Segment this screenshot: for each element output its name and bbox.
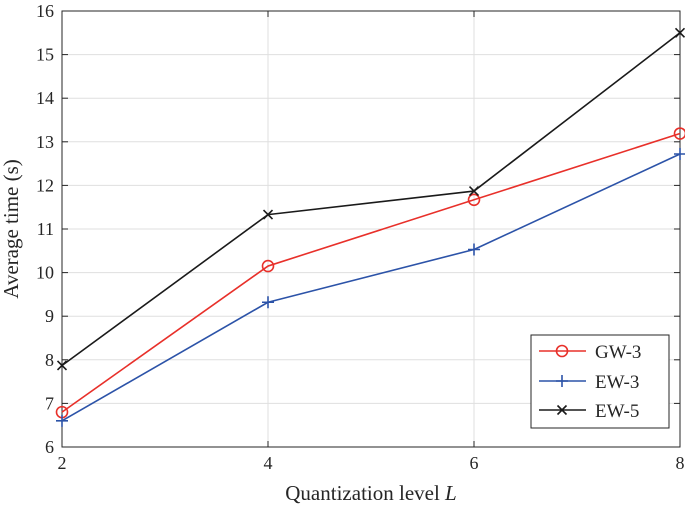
x-axis-variable: L [444, 481, 457, 505]
y-tick-label: 6 [45, 437, 54, 457]
y-tick-label: 7 [45, 393, 54, 413]
x-tick-label: 8 [676, 453, 685, 473]
series-line-ew-5 [61, 32, 681, 367]
data-point-gw-3 [261, 259, 275, 273]
legend-marker-ew-3 [556, 375, 568, 387]
data-point-ew-3 [56, 414, 68, 427]
data-point-ew-3 [262, 296, 274, 309]
legend-label-ew-5: EW-5 [595, 401, 639, 422]
legend-label-ew-3: EW-3 [595, 372, 639, 393]
x-tick-label: 4 [264, 453, 273, 473]
legend-marker-ew-5 [556, 404, 568, 416]
data-point-ew-3 [674, 148, 685, 161]
y-tick-label: 10 [36, 263, 54, 283]
y-tick-label: 11 [37, 219, 54, 239]
y-tick-label: 13 [36, 132, 54, 152]
series-gw-3 [55, 127, 685, 419]
y-tick-label: 16 [36, 1, 54, 21]
data-point-ew-5 [674, 27, 685, 38]
y-tick-label: 15 [36, 45, 54, 65]
legend-marker-gw-3 [555, 344, 569, 358]
y-axis-label: Average time (s) [0, 159, 23, 299]
data-point-gw-3 [673, 127, 685, 140]
legend-entry-gw-3: GW-3 [539, 342, 641, 363]
y-tick-label: 14 [36, 88, 54, 108]
grid-lines [62, 11, 680, 447]
data-point-gw-3 [467, 193, 481, 207]
data-point-ew-5 [468, 186, 480, 197]
legend: GW-3 EW-3 EW-5 [530, 334, 670, 429]
y-tick-label: 12 [36, 175, 54, 195]
legend-entry-ew-5: EW-5 [539, 401, 639, 422]
legend-entry-ew-3: EW-3 [539, 372, 639, 393]
x-tick-label: 6 [470, 453, 479, 473]
series-ew-5 [56, 27, 685, 371]
x-tick-label: 2 [58, 453, 67, 473]
series-line-gw-3 [61, 132, 681, 413]
data-point-ew-5 [262, 209, 274, 220]
series-ew-3 [56, 148, 685, 427]
y-tick-label: 9 [45, 306, 54, 326]
y-tick-label: 8 [45, 350, 54, 370]
data-point-ew-5 [56, 360, 68, 371]
legend-label-gw-3: GW-3 [595, 342, 641, 363]
series-line-ew-3 [61, 153, 681, 422]
x-axis-label: Quantization level L [285, 481, 456, 505]
series-layer [55, 27, 685, 427]
data-point-ew-3 [468, 243, 480, 256]
axis-ticks: 2 4 6 8 6 7 8 9 10 11 12 13 14 15 16 [36, 1, 685, 473]
